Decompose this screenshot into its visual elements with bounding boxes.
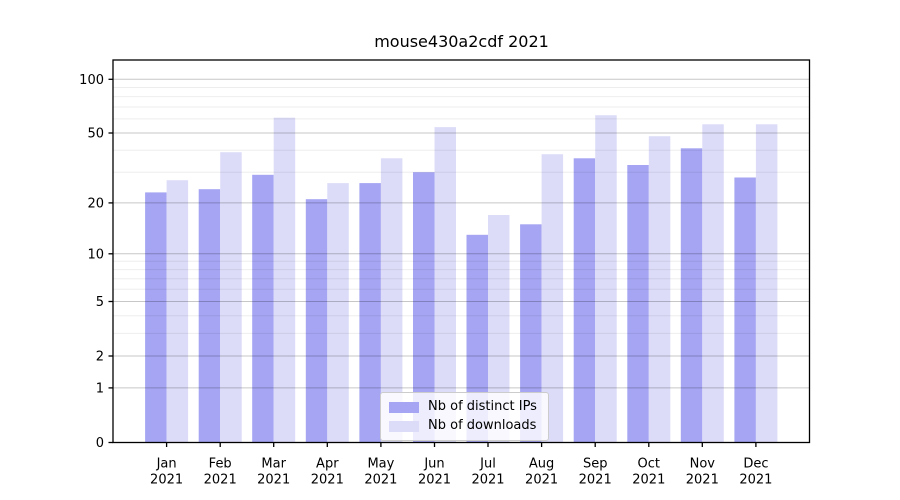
bar-distinct-ips [252, 174, 274, 443]
x-tick-label-year: 2021 [632, 473, 665, 488]
bar-downloads [166, 180, 189, 443]
x-tick-label-year: 2021 [471, 473, 504, 488]
bar-distinct-ips [198, 189, 221, 443]
bar-downloads [488, 215, 510, 443]
x-tick-label-month: Dec [743, 457, 768, 472]
x-tick-label-month: Jan [156, 457, 177, 472]
legend-swatch-downloads [389, 420, 419, 432]
bar-distinct-ips [413, 172, 435, 443]
bar-downloads [648, 136, 671, 443]
bar-downloads [327, 183, 349, 443]
axis-frame [112, 59, 811, 444]
bar-distinct-ips [145, 192, 167, 443]
bar-distinct-ips [305, 199, 328, 443]
y-tick-label: 10 [87, 247, 104, 262]
x-tick-label-year: 2021 [150, 473, 183, 488]
x-tick-label-year: 2021 [525, 473, 558, 488]
x-tick-label-month: Jun [423, 457, 444, 472]
legend-label-distinct-ips: Nb of distinct IPs [428, 399, 537, 414]
bar-downloads [702, 124, 724, 443]
bar-distinct-ips [734, 177, 756, 443]
x-tick-label-year: 2021 [257, 473, 290, 488]
x-tick-label-month: Apr [316, 457, 339, 472]
bar-downloads [541, 154, 564, 443]
x-tick-label-year: 2021 [311, 473, 344, 488]
bar-distinct-ips [573, 158, 596, 443]
legend-swatch-distinct-ips [389, 401, 419, 413]
y-tick-label: 100 [79, 73, 104, 88]
y-tick-label: 5 [96, 295, 104, 310]
y-tick-label: 50 [87, 127, 104, 142]
x-tick-label-year: 2021 [204, 473, 237, 488]
legend-item-downloads: Nb of downloads [389, 419, 537, 433]
bar-downloads [595, 115, 617, 443]
bar-distinct-ips [359, 183, 381, 443]
x-tick-label-month: Oct [638, 457, 660, 472]
bar-distinct-ips [627, 165, 649, 443]
x-tick-label-year: 2021 [364, 473, 397, 488]
bar-distinct-ips [466, 234, 488, 443]
x-tick-label-year: 2021 [418, 473, 451, 488]
x-tick-label-month: Sep [583, 457, 608, 472]
bar-downloads [755, 124, 778, 443]
bar-downloads [380, 158, 403, 443]
x-tick-label-month: Mar [261, 457, 286, 472]
bar-distinct-ips [520, 224, 542, 443]
x-tick-label-year: 2021 [686, 473, 719, 488]
x-tick-label-month: Aug [529, 457, 554, 472]
bar-distinct-ips [680, 148, 703, 443]
x-tick-label-year: 2021 [739, 473, 772, 488]
y-tick-label: 0 [96, 436, 104, 451]
bar-downloads [273, 117, 296, 443]
x-tick-label-year: 2021 [579, 473, 612, 488]
bar-downloads [220, 152, 242, 443]
x-tick-label-month: May [367, 457, 394, 472]
y-tick-label: 2 [96, 350, 104, 365]
x-tick-label-month: Nov [690, 457, 716, 472]
y-tick-label: 20 [87, 196, 104, 211]
x-tick-label-month: Jul [479, 457, 496, 472]
legend-item-distinct-ips: Nb of distinct IPs [389, 400, 537, 414]
legend: Nb of distinct IPs Nb of downloads [380, 392, 549, 441]
legend-label-downloads: Nb of downloads [428, 418, 537, 433]
y-tick-label: 1 [96, 381, 104, 396]
x-tick-label-month: Feb [209, 457, 232, 472]
bar-downloads [434, 127, 456, 443]
chart-title: mouse430a2cdf 2021 [374, 32, 549, 51]
